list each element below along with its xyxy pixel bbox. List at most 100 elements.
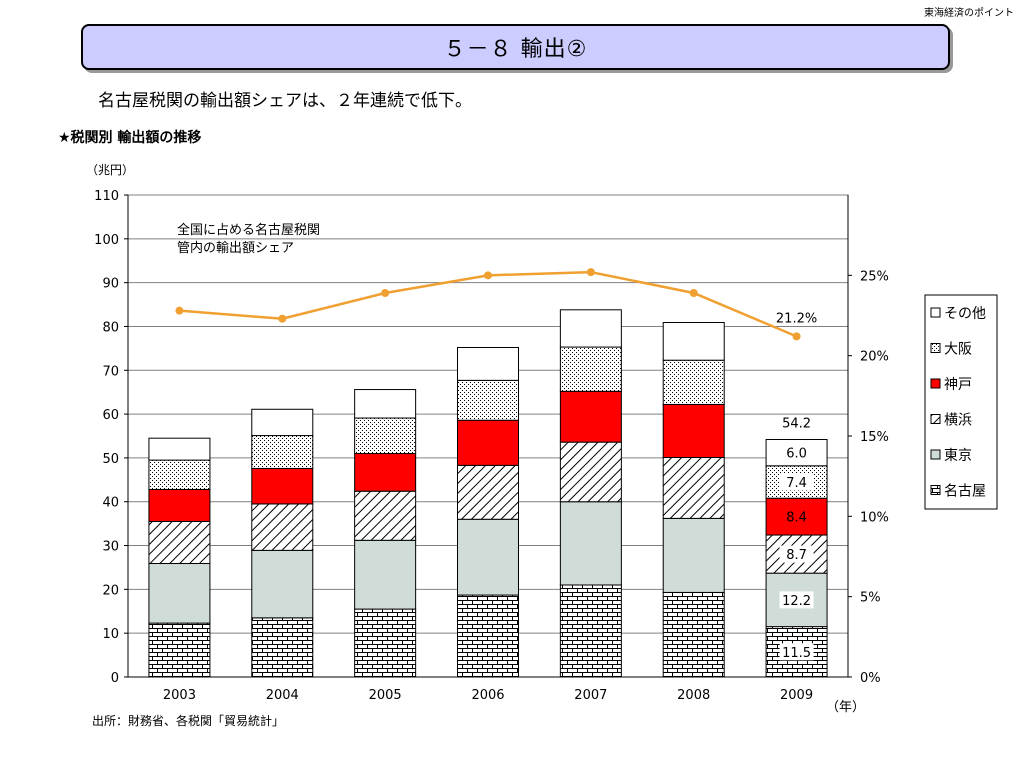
x-tick-label: 2007	[574, 688, 607, 703]
legend-label: 横浜	[944, 413, 972, 429]
data-label-bg	[779, 643, 814, 661]
y-tick-label: 60	[102, 408, 119, 423]
legend-swatch	[930, 343, 941, 353]
x-tick-label: 2008	[677, 688, 710, 703]
bar-segment	[457, 464, 519, 520]
y-axis-title: （兆円）	[86, 163, 134, 177]
y-tick-label: 30	[102, 540, 119, 555]
x-axis-title: （年）	[826, 700, 865, 715]
bar-segment	[251, 467, 314, 505]
bar-segment	[559, 441, 622, 503]
data-label: 7.4	[786, 476, 807, 491]
bar-segment	[354, 389, 417, 419]
y-tick-label: 10	[102, 627, 119, 642]
bar-segment	[559, 584, 622, 678]
section-label: ★税関別 輸出額の推移	[58, 130, 202, 146]
bar-segment	[251, 549, 314, 619]
header-note: 東海経済のポイント	[924, 8, 1014, 19]
y2-tick-label: 25%	[860, 269, 889, 284]
bar-segment	[662, 322, 725, 361]
page-title: ５－８ 輸出②	[443, 37, 588, 62]
y-tick-label: 50	[102, 452, 119, 467]
y-tick-label: 80	[102, 320, 119, 335]
bar-segment	[559, 501, 622, 586]
legend-box	[924, 294, 998, 510]
share-point	[381, 289, 390, 298]
y2-tick-label: 0%	[860, 671, 881, 686]
bar-segment	[662, 517, 725, 593]
bar-segment	[559, 309, 622, 348]
bar-segment	[251, 503, 314, 551]
data-label-bg	[779, 473, 814, 491]
y-tick-label: 110	[94, 189, 119, 204]
data-label: 8.4	[786, 511, 807, 526]
x-tick-label: 2003	[163, 688, 196, 703]
bar-segment	[354, 539, 417, 610]
bar-segment	[354, 608, 417, 678]
bar-segment	[457, 594, 519, 678]
bar-segment	[148, 563, 211, 624]
x-tick-label: 2004	[266, 688, 299, 703]
bar-segment	[148, 459, 211, 490]
legend-label: 神戸	[944, 377, 972, 393]
bar-segment	[662, 591, 725, 678]
bar-segment	[559, 390, 622, 443]
data-label: 12.2	[782, 594, 811, 609]
bar-segment	[354, 453, 417, 492]
bar-segment	[251, 617, 314, 678]
y2-tick-label: 10%	[860, 510, 889, 525]
bar-segment	[662, 359, 725, 405]
x-tick-label: 2006	[471, 688, 504, 703]
label-layer: 11.5 12.2 8.7 8.4 7.4 6.0 54.2 全国に占める名古屋税関管内の輸出…	[177, 222, 817, 661]
bar-segment	[354, 417, 417, 455]
bar-segment	[559, 346, 622, 392]
bar-segment	[765, 497, 828, 536]
source-note: 出所：財務省、各税関「貿易統計」	[92, 714, 285, 728]
data-label: 8.7	[786, 548, 807, 563]
x-tick-label: 2009	[780, 688, 813, 703]
bar-segment	[457, 379, 519, 421]
bar-segment	[457, 419, 519, 466]
y-tick-label: 90	[102, 277, 119, 292]
y-tick-label: 100	[94, 233, 119, 248]
y2-tick-label: 15%	[860, 430, 889, 445]
page-title-box: ５－８ 輸出②	[81, 24, 950, 70]
data-label-bg	[779, 591, 814, 609]
share-point	[792, 332, 801, 341]
share-point	[586, 268, 595, 277]
bar-segment	[251, 408, 314, 437]
y2-tick-label: 20%	[860, 350, 889, 365]
share-point	[689, 289, 698, 298]
bar-segment	[251, 435, 314, 469]
bar-segment	[457, 518, 519, 596]
y-tick-label: 70	[102, 364, 119, 379]
bar-segment	[354, 490, 417, 541]
bar-segment	[662, 456, 725, 519]
legend-swatch	[930, 485, 941, 495]
legend-label: その他	[944, 306, 986, 322]
bar-segment	[148, 437, 211, 461]
share-annotation: 管内の輸出額シェア	[177, 240, 294, 256]
share-annotation: 全国に占める名古屋税関	[177, 222, 320, 238]
bar-segment	[457, 346, 519, 381]
bar-segment	[148, 488, 211, 522]
legend-swatch	[930, 449, 941, 460]
share-point	[484, 271, 492, 280]
legend-swatch	[930, 307, 941, 318]
total-label: 54.2	[782, 417, 811, 432]
legend-swatch	[930, 378, 941, 389]
legend-label: 名古屋	[944, 484, 986, 500]
share-last-label: 21.2%	[776, 311, 817, 326]
y-tick-label: 0	[111, 671, 119, 686]
data-label: 11.5	[782, 646, 811, 661]
share-point	[278, 314, 287, 323]
data-label-bg	[779, 444, 814, 462]
x-tick-label: 2005	[369, 688, 402, 703]
share-point	[175, 306, 184, 315]
bar-layer	[148, 309, 828, 678]
share-line-layer	[175, 268, 801, 341]
legend-swatch	[930, 414, 941, 424]
y2-tick-label: 5%	[860, 591, 881, 606]
